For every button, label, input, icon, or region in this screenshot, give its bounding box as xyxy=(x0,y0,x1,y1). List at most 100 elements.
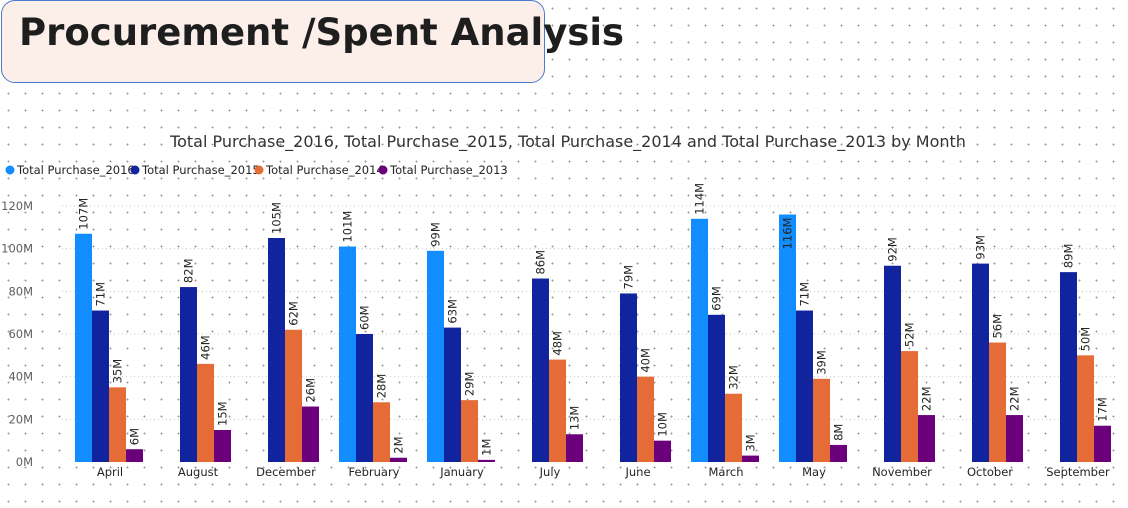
chart-bars xyxy=(75,214,1111,462)
chart-gridlines xyxy=(62,205,1118,420)
bar-2 xyxy=(197,363,214,462)
chart-legend: Total Purchase_2016 Total Purchase_2015 To… xyxy=(5,163,508,177)
legend-label: Total Purchase_2016 xyxy=(16,163,135,177)
data-label: 1M xyxy=(480,439,494,456)
data-label: 99M xyxy=(429,222,443,247)
bar-1 xyxy=(796,310,813,462)
bar-2 xyxy=(725,393,742,462)
bar-3 xyxy=(214,430,231,462)
x-tick-label: July xyxy=(539,465,561,479)
data-label: 39M xyxy=(815,350,829,375)
x-tick-label: March xyxy=(708,465,743,479)
bar-3 xyxy=(1006,415,1023,462)
bar-3 xyxy=(918,415,935,462)
bar-2 xyxy=(813,378,830,462)
data-label: 13M xyxy=(568,406,582,431)
bar-2 xyxy=(549,359,566,462)
data-label: 2M xyxy=(392,436,406,453)
y-tick-label: 0M xyxy=(16,455,33,469)
bar-0 xyxy=(779,214,796,462)
bar-2 xyxy=(109,387,126,462)
data-label: 22M xyxy=(1008,387,1022,412)
x-tick-label: October xyxy=(967,465,1013,479)
bar-0 xyxy=(427,250,444,462)
x-tick-label: December xyxy=(256,465,316,479)
bar-1 xyxy=(444,327,461,462)
page-title-box: Procurement /Spent Analysis xyxy=(1,0,624,83)
y-tick-label: 100M xyxy=(1,242,33,256)
data-label: 48M xyxy=(551,331,565,356)
data-label: 82M xyxy=(182,259,196,284)
bar-3 xyxy=(302,406,319,462)
data-label: 28M xyxy=(375,374,389,399)
bar-0 xyxy=(691,218,708,462)
bar-2 xyxy=(1077,355,1094,462)
data-label: 93M xyxy=(974,235,988,260)
x-tick-label: May xyxy=(802,465,826,479)
data-label: 3M xyxy=(744,434,758,451)
bar-1 xyxy=(268,238,285,462)
bar-1 xyxy=(532,278,549,462)
y-tick-label: 120M xyxy=(1,199,33,213)
x-axis: April August December February January July Ju… xyxy=(97,465,1110,479)
data-label: 89M xyxy=(1062,244,1076,269)
bar-1 xyxy=(620,293,637,462)
data-label: 52M xyxy=(903,323,917,348)
data-label: 114M xyxy=(693,183,707,215)
x-tick-label: February xyxy=(349,465,400,479)
data-label: 101M xyxy=(341,211,355,243)
y-tick-label: 80M xyxy=(8,284,33,298)
bar-1 xyxy=(180,287,197,462)
data-label: 86M xyxy=(534,250,548,275)
data-label: 8M xyxy=(832,424,846,441)
bar-1 xyxy=(356,334,373,462)
data-label: 29M xyxy=(463,372,477,397)
legend-marker xyxy=(254,165,264,175)
data-label: 15M xyxy=(216,401,230,426)
chart-data-labels: 107M 71M 35M 6M 82M 46M 15M 105M 62M 26M 101M 60M 28… xyxy=(77,183,1110,456)
bar-2 xyxy=(285,329,302,462)
y-axis: 0M 20M 40M 60M 80M 100M 120M xyxy=(1,199,33,469)
y-tick-label: 40M xyxy=(8,370,33,384)
bar-2 xyxy=(637,376,654,462)
page-title: Procurement /Spent Analysis xyxy=(19,11,625,54)
data-label: 79M xyxy=(622,265,636,290)
data-label: 69M xyxy=(710,286,724,311)
x-tick-label: January xyxy=(439,465,484,479)
data-label: 40M xyxy=(639,348,653,373)
bar-0 xyxy=(339,246,356,462)
bar-2 xyxy=(901,351,918,462)
data-label: 71M xyxy=(94,282,108,307)
x-tick-label: August xyxy=(178,465,219,479)
legend-marker xyxy=(5,165,15,175)
bar-1 xyxy=(708,314,725,462)
x-tick-label: September xyxy=(1046,465,1110,479)
data-label: 35M xyxy=(111,359,125,384)
x-tick-label: April xyxy=(97,465,123,479)
bar-3 xyxy=(654,440,671,462)
bar-2 xyxy=(989,342,1006,462)
bar-3 xyxy=(1094,425,1111,462)
data-label: 92M xyxy=(886,237,900,262)
bar-2 xyxy=(461,400,478,462)
data-label: 71M xyxy=(798,282,812,307)
legend-label: Total Purchase_2013 xyxy=(389,163,508,177)
bar-1 xyxy=(92,310,109,462)
data-label: 10M xyxy=(656,412,670,437)
data-label: 56M xyxy=(991,314,1005,339)
bar-2 xyxy=(373,402,390,462)
data-label: 50M xyxy=(1079,327,1093,352)
x-tick-label: June xyxy=(624,465,650,479)
y-tick-label: 60M xyxy=(8,327,33,341)
legend-label: Total Purchase_2015 xyxy=(141,163,260,177)
x-tick-label: November xyxy=(872,465,932,479)
data-label: 6M xyxy=(128,428,142,445)
data-label: 60M xyxy=(358,305,372,330)
bar-3 xyxy=(742,455,759,462)
data-label: 22M xyxy=(920,387,934,412)
data-label: 105M xyxy=(270,202,284,234)
bar-3 xyxy=(830,444,847,462)
data-label: 26M xyxy=(304,378,318,403)
